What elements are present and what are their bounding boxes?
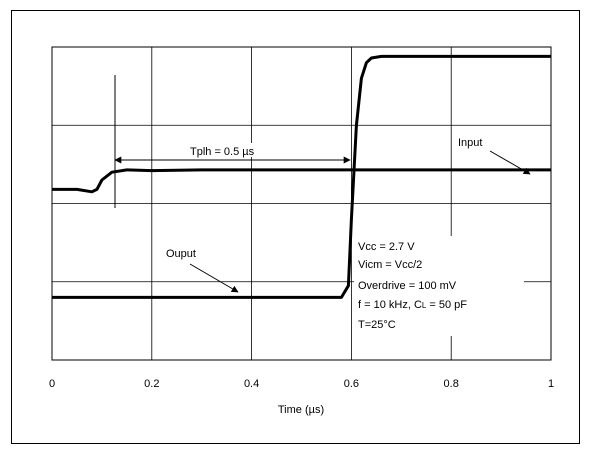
condition-vicm: Vicm = Vcc/2 bbox=[358, 259, 422, 271]
x-tick-label: 0.6 bbox=[344, 378, 359, 390]
condition-overdrive: Overdrive = 100 mV bbox=[358, 280, 457, 292]
x-tick-label: 0 bbox=[49, 378, 55, 390]
output-label: Ouput bbox=[166, 248, 196, 260]
series-group bbox=[52, 54, 551, 299]
series-line-input bbox=[52, 168, 551, 194]
series-line-output bbox=[52, 54, 551, 299]
figure-frame bbox=[11, 10, 580, 444]
condition-temperature: T=25°C bbox=[358, 319, 396, 331]
x-tick-label: 0.4 bbox=[244, 378, 259, 390]
x-tick-label: 0.8 bbox=[444, 378, 459, 390]
x-tick-label: 0.2 bbox=[144, 378, 159, 390]
plot-area bbox=[51, 46, 552, 361]
condition-frequency: f = 10 kHz, CL = 50 pF bbox=[358, 299, 467, 311]
tplh-label: Tplh = 0.5 µs bbox=[190, 146, 255, 158]
conditions-block: Vcc = 2.7 V Vicm = Vcc/2 Overdrive = 100… bbox=[354, 236, 524, 336]
x-tick-label: 1 bbox=[548, 378, 554, 390]
x-tick-labels: 0 0.2 0.4 0.6 0.8 1 bbox=[49, 378, 554, 390]
output-arrow bbox=[189, 263, 239, 293]
condition-vcc: Vcc = 2.7 V bbox=[358, 241, 415, 253]
input-label: Input bbox=[458, 137, 482, 149]
x-axis-label: Time (µs) bbox=[278, 404, 324, 416]
